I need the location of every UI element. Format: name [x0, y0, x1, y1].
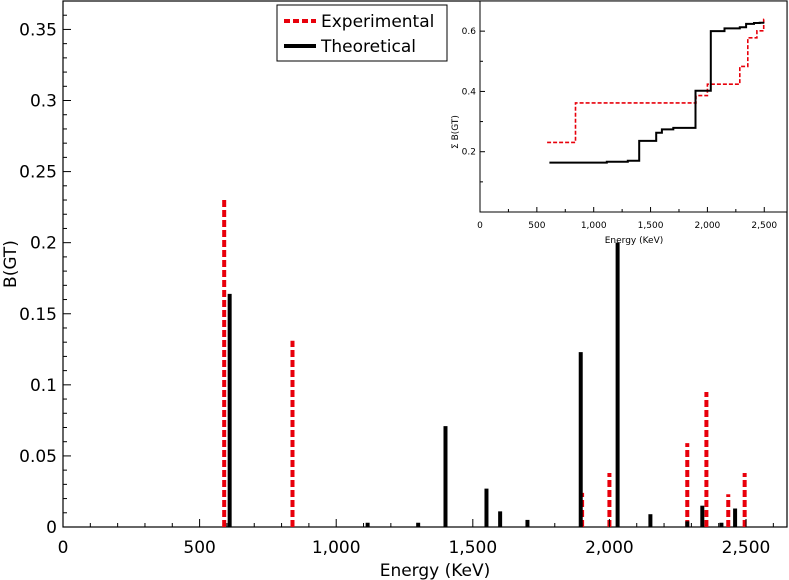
inset-plot: 0 500 1,000 1,500 2,000 2,500 0.2 0.4 0.6 Energ…: [451, 0, 788, 246]
inset-x-tick-label: 2,000: [695, 221, 721, 231]
inset-plot-frame: [479, 0, 788, 213]
main-x-tick-label: 1,500: [448, 538, 497, 558]
main-x-tick-label: 2,500: [722, 538, 771, 558]
main-y-tick-label: 0.1: [30, 376, 57, 396]
main-y-tick-label: 0.15: [19, 305, 57, 325]
inset-x-tick-label: 2,500: [751, 221, 777, 231]
legend-label-experimental: Experimental: [321, 12, 434, 32]
main-x-tick-label: 1,000: [312, 538, 361, 558]
inset-plot-background: [480, 1, 787, 212]
inset-x-tick-label: 0: [477, 221, 483, 231]
inset-x-ticks: 0 500 1,000 1,500 2,000 2,500: [477, 207, 777, 231]
inset-line-experimental: [547, 18, 765, 144]
main-y-tick-label: 0.2: [30, 234, 57, 254]
main-bars: [222, 198, 747, 527]
inset-y-axis-title: Σ B(GT): [451, 115, 461, 149]
main-y-axis-title: B(GT): [1, 240, 21, 288]
inset-y-tick-label: 0.2: [462, 148, 476, 158]
main-plot-frame: [62, 0, 788, 528]
main-y-tick-label: 0.3: [30, 92, 57, 112]
main-y-tick-label: 0.35: [19, 20, 57, 40]
main-y-ticks: 0 0.05 0.1 0.15 0.2 0.25 0.3 0.35: [19, 14, 71, 538]
main-x-ticks: 0 500 1,000 1,500 2,000 2,500: [58, 519, 774, 558]
inset-y-ticks: 0.2 0.4 0.6: [462, 27, 485, 183]
legend-label-theoretical: Theoretical: [320, 37, 416, 57]
legend-box: [276, 4, 448, 62]
inset-y-tick-label: 0.6: [462, 27, 477, 37]
main-x-tick-label: 2,000: [585, 538, 634, 558]
inset-x-tick-label: 1,500: [638, 221, 664, 231]
main-y-tick-label: 0: [46, 518, 57, 538]
inset-line-theoretical: [549, 21, 765, 164]
inset-y-tick-label: 0.4: [462, 87, 477, 97]
legend: Experimental Theoretical: [276, 4, 448, 62]
main-x-axis-title: Energy (KeV): [380, 561, 491, 580]
main-y-tick-label: 0.05: [19, 447, 57, 467]
main-y-tick-label: 0.25: [19, 163, 57, 183]
inset-lines: [547, 18, 765, 164]
inset-x-axis-title: Energy (KeV): [605, 236, 664, 246]
inset-x-tick-label: 500: [528, 221, 545, 231]
main-x-tick-label: 500: [183, 538, 215, 558]
main-x-tick-label: 0: [58, 538, 69, 558]
inset-x-tick-label: 1,000: [581, 221, 607, 231]
